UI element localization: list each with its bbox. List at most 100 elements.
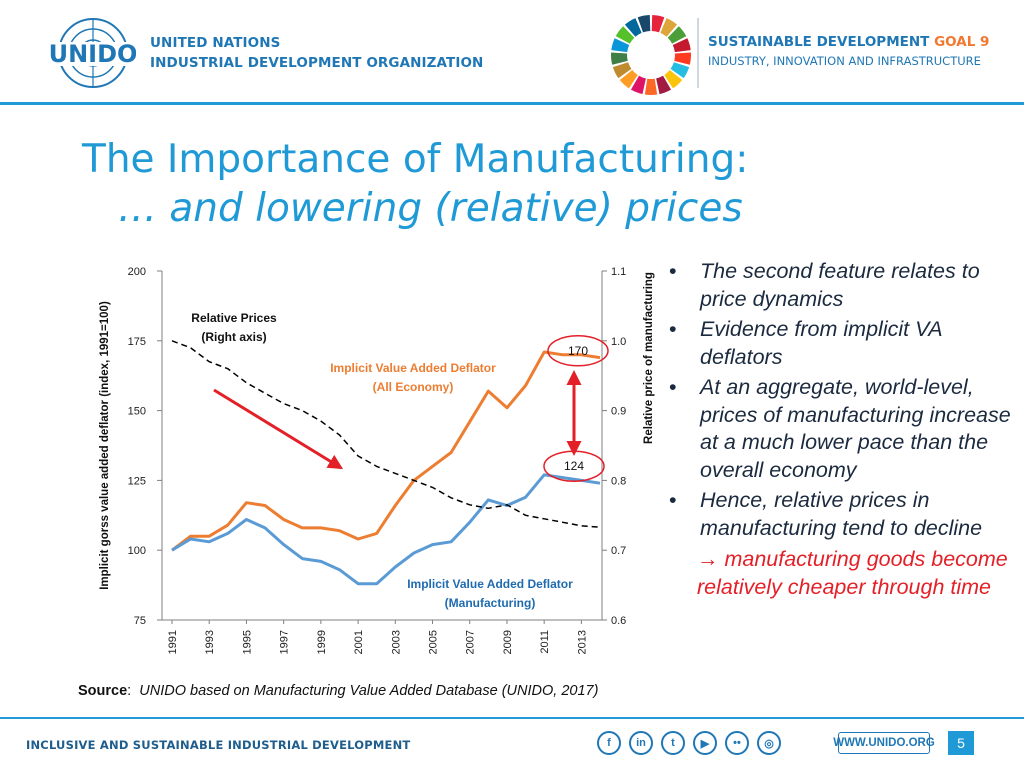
x-axis-tick-label: 1993	[204, 630, 216, 654]
sdg-wheel-segment	[660, 18, 678, 37]
bullet-dot: •	[669, 259, 677, 283]
sdg-wheel-segment	[674, 52, 691, 65]
left-axis-tick-label: 200	[128, 266, 146, 278]
left-axis-tick-label: 125	[128, 475, 146, 487]
left-axis-tick-label: 75	[134, 615, 146, 627]
instagram-icon[interactable]: ◎	[757, 731, 781, 755]
annotation-circle	[543, 450, 605, 482]
right-axis-tick-label: 1.0	[611, 336, 626, 348]
bullet-item: • The second feature relates to price dyn…	[664, 258, 1014, 313]
conclusion-note: → manufacturing goods become relatively …	[697, 547, 1008, 599]
sdg-wheel-logo	[611, 15, 691, 95]
x-axis-tick-label: 1991	[167, 630, 179, 654]
sdg-wheel-segment	[670, 62, 690, 79]
footer-tagline: INCLUSIVE AND SUSTAINABLE INDUSTRIAL DEV…	[26, 738, 411, 752]
x-axis-tick-label: 2009	[502, 630, 514, 654]
right-axis-tick-label: 1.1	[611, 266, 626, 278]
youtube-icon[interactable]: ▶	[693, 731, 717, 755]
bullet-text: The second feature relates to price dyna…	[700, 259, 980, 311]
slide-subtitle: … and lowering (relative) prices	[118, 186, 743, 231]
series-label-line1: Implicit Value Added Deflator	[330, 361, 496, 375]
series-line-implicit-value-added-deflator-manufacturing-	[171, 473, 601, 586]
social-links: f in t ▶ •• ◎	[597, 731, 781, 755]
series-line-implicit-value-added-deflator-all-economy-	[171, 350, 601, 552]
sdg-wheel-segment	[619, 70, 638, 89]
x-axis-tick-label: 2005	[428, 630, 440, 654]
series-label-line2: (Right axis)	[201, 330, 266, 344]
series-label-line1: Implicit Value Added Deflator	[407, 577, 573, 591]
bullet-dot: •	[669, 488, 677, 512]
sdg-title: SUSTAINABLE DEVELOPMENT	[708, 34, 935, 50]
sdg-goal-text: SUSTAINABLE DEVELOPMENT GOAL 9 INDUSTRY,…	[708, 34, 989, 68]
x-axis-tick-label: 2001	[353, 630, 365, 654]
sdg-wheel-segment	[615, 26, 635, 44]
right-axis-title: Relative price of manufacturing	[643, 272, 655, 444]
org-line-1: UNITED NATIONS	[150, 35, 281, 51]
annotation-circle	[547, 335, 609, 367]
bullet-text: Hence, relative prices in manufacturing …	[700, 488, 983, 540]
series-label-line2: (All Economy)	[373, 380, 454, 394]
bullet-item: • Hence, relative prices in manufacturing…	[664, 487, 1014, 542]
header-rule	[0, 102, 1024, 105]
series-line-relative-prices-right-axis-	[171, 340, 601, 528]
right-axis-tick-label: 0.6	[611, 615, 626, 627]
bullet-text: At an aggregate, world-level, prices of …	[700, 375, 1011, 482]
series-label-line2: (Manufacturing)	[445, 596, 536, 610]
x-axis-tick-label: 1995	[241, 630, 253, 654]
right-axis-tick-label: 0.8	[611, 475, 626, 487]
source-text: UNIDO based on Manufacturing Value Added…	[139, 683, 599, 699]
left-axis-title: Implicit gorss value added deflator (ind…	[99, 301, 111, 590]
bullet-item: • Evidence from implicit VA deflators	[664, 316, 1014, 371]
sdg-wheel-segment	[612, 62, 632, 79]
sdg-wheel-segment	[656, 75, 672, 95]
facebook-icon[interactable]: f	[597, 731, 621, 755]
annotation-value: 124	[564, 459, 584, 473]
x-axis-tick-label: 2003	[390, 630, 402, 654]
sdg-wheel-segment	[611, 38, 630, 53]
bullet-item: • At an aggregate, world-level, prices of…	[664, 374, 1014, 484]
page-number: 5	[948, 731, 974, 755]
sdg-wheel-segment	[611, 52, 628, 65]
x-axis-tick-label: 1999	[316, 630, 328, 654]
slide-title: The Importance of Manufacturing:	[82, 137, 749, 182]
twitter-icon[interactable]: t	[661, 731, 685, 755]
org-line-2: INDUSTRIAL DEVELOPMENT ORGANIZATION	[150, 55, 484, 71]
source-label: Source	[78, 683, 128, 699]
x-axis-tick-label: 2007	[465, 630, 477, 654]
sdg-wheel-segment	[651, 15, 665, 33]
bullet-list: • The second feature relates to price dyn…	[664, 258, 1014, 601]
sdg-wheel-segment	[630, 75, 646, 95]
sdg-wheel-segment	[667, 26, 687, 44]
left-axis-tick-label: 100	[128, 545, 146, 557]
organization-name: UNITED NATIONS INDUSTRIAL DEVELOPMENT OR…	[150, 33, 483, 73]
decline-trend-arrow	[213, 388, 344, 470]
bullet-dot: •	[669, 317, 677, 341]
bullet-text: Evidence from implicit VA deflators	[700, 317, 942, 369]
left-axis-tick-label: 150	[128, 406, 146, 418]
logo-wordmark: UNIDO	[50, 40, 136, 68]
x-axis-tick-label: 2013	[576, 630, 588, 654]
header-separator	[697, 18, 699, 88]
sdg-wheel-segment	[672, 38, 691, 53]
right-axis-tick-label: 0.7	[611, 545, 626, 557]
source-note: Source: UNIDO based on Manufacturing Val…	[78, 683, 599, 699]
sdg-wheel-segment	[624, 18, 642, 37]
sdg-wheel-segment	[644, 78, 658, 95]
sdg-wheel-segment	[664, 70, 683, 89]
sdg-subtitle: INDUSTRY, INNOVATION AND INFRASTRUCTURE	[708, 54, 981, 68]
footer-rule	[0, 717, 1024, 719]
website-link[interactable]: WWW.UNIDO.ORG	[833, 732, 935, 754]
x-axis-tick-label: 1997	[279, 630, 291, 654]
flickr-icon[interactable]: ••	[725, 731, 749, 755]
annotation-value: 170	[568, 344, 588, 358]
deflator-line-chart: 75 100 125 150 175 200 0.6 0.7 0.8 0.9 1.0 1.1 1991 1…	[99, 266, 655, 654]
x-axis-tick-label: 2011	[539, 630, 551, 654]
sdg-goal-number: GOAL 9	[934, 34, 990, 50]
header: UNIDO UNITED NATIONS INDUSTRIAL DEVELOPM…	[0, 0, 1024, 104]
un-emblem-logo[interactable]: UNIDO	[50, 14, 136, 92]
linkedin-icon[interactable]: in	[629, 731, 653, 755]
bullet-dot: •	[669, 375, 677, 399]
right-axis-tick-label: 0.9	[611, 406, 626, 418]
series-label-line1: Relative Prices	[191, 311, 277, 325]
left-axis-tick-label: 175	[128, 336, 146, 348]
